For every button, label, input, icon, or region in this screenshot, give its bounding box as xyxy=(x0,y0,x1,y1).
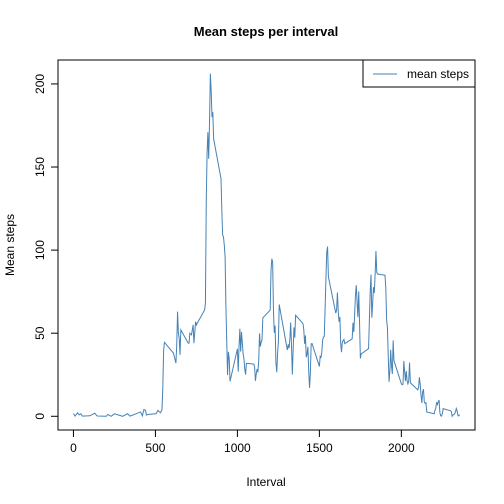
y-tick-label: 200 xyxy=(33,74,47,94)
y-tick-label: 150 xyxy=(33,157,47,177)
x-tick-label: 500 xyxy=(145,441,165,455)
y-tick-label: 100 xyxy=(33,240,47,260)
x-tick-label: 1500 xyxy=(306,441,333,455)
legend-label: mean steps xyxy=(407,67,469,81)
x-tick-label: 0 xyxy=(70,441,77,455)
y-axis-label: Mean steps xyxy=(3,214,17,276)
data-line xyxy=(73,73,460,418)
y-tick-label: 0 xyxy=(33,413,47,420)
x-axis-label: Interval xyxy=(246,475,285,489)
x-tick-label: 2000 xyxy=(388,441,415,455)
x-tick-label: 1000 xyxy=(224,441,251,455)
y-tick-label: 50 xyxy=(33,326,47,340)
plot-box xyxy=(57,59,476,431)
chart-title: Mean steps per interval xyxy=(194,24,339,39)
